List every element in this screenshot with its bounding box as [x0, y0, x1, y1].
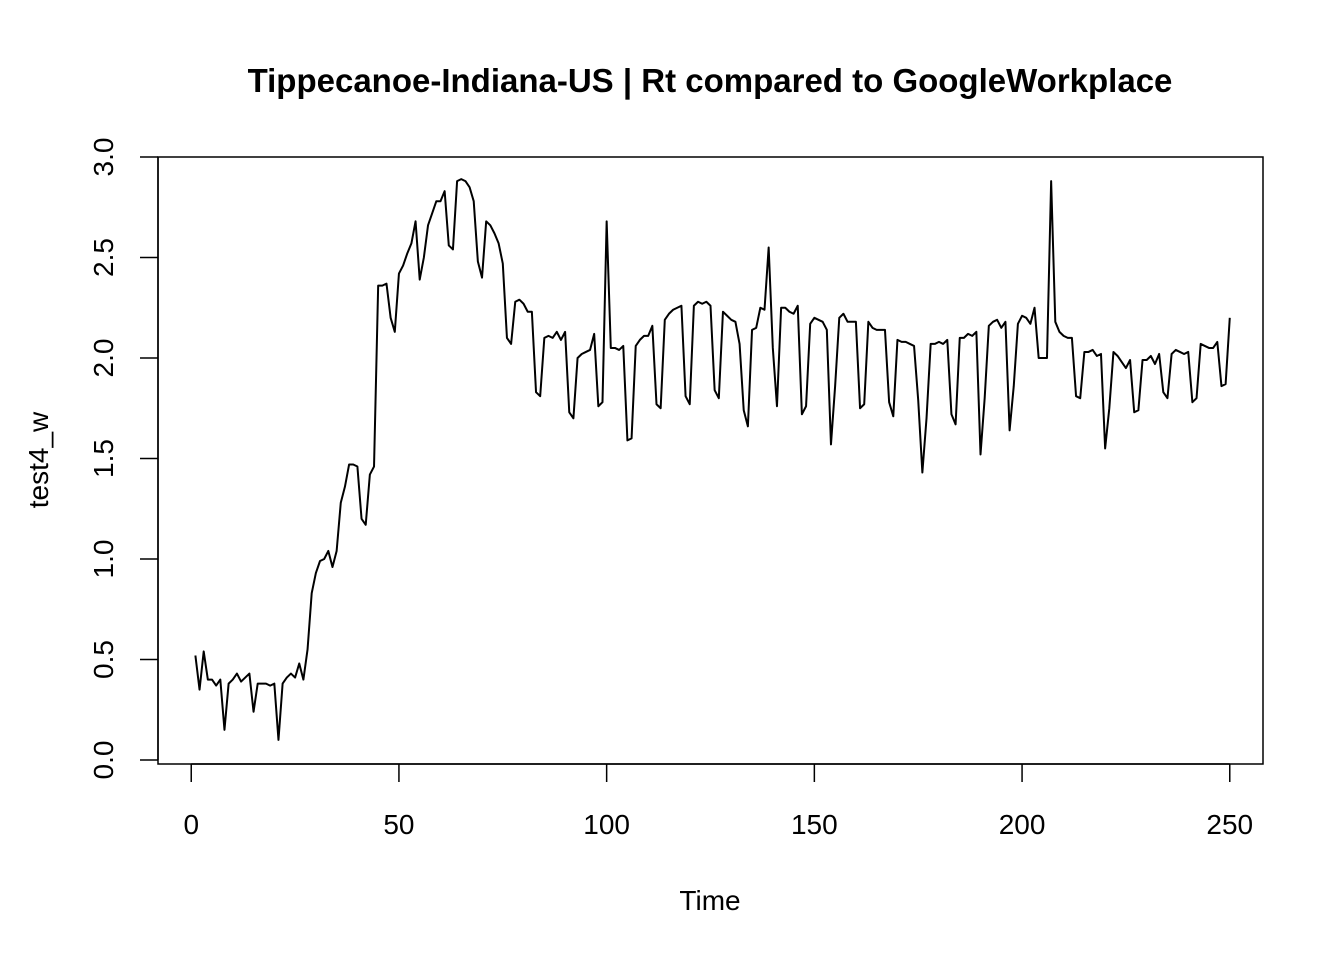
y-tick-label: 2.0: [88, 339, 119, 378]
chart-title: Tippecanoe-Indiana-US | Rt compared to G…: [248, 62, 1173, 99]
y-tick-label: 1.0: [88, 540, 119, 579]
y-tick-label: 2.5: [88, 238, 119, 277]
x-tick-label: 100: [583, 809, 630, 840]
x-axis-label: Time: [679, 885, 740, 916]
series-line: [194, 178, 1231, 741]
y-tick-label: 0.0: [88, 741, 119, 780]
x-tick-label: 0: [183, 809, 199, 840]
x-tick-label: 50: [383, 809, 414, 840]
x-axis: 0 50 100 150 200 250: [183, 763, 1253, 840]
y-tick-label: 3.0: [88, 138, 119, 177]
x-tick-label: 200: [999, 809, 1046, 840]
y-axis-label: test4_w: [23, 411, 54, 508]
y-axis: 0.0 0.5 1.0 1.5 2.0 2.5 3.0: [88, 138, 159, 780]
x-tick-label: 250: [1206, 809, 1253, 840]
plot-frame: [157, 156, 1264, 765]
y-tick-label: 0.5: [88, 640, 119, 679]
series-layer: [194, 178, 1231, 741]
x-tick-label: 150: [791, 809, 838, 840]
y-tick-label: 1.5: [88, 439, 119, 478]
